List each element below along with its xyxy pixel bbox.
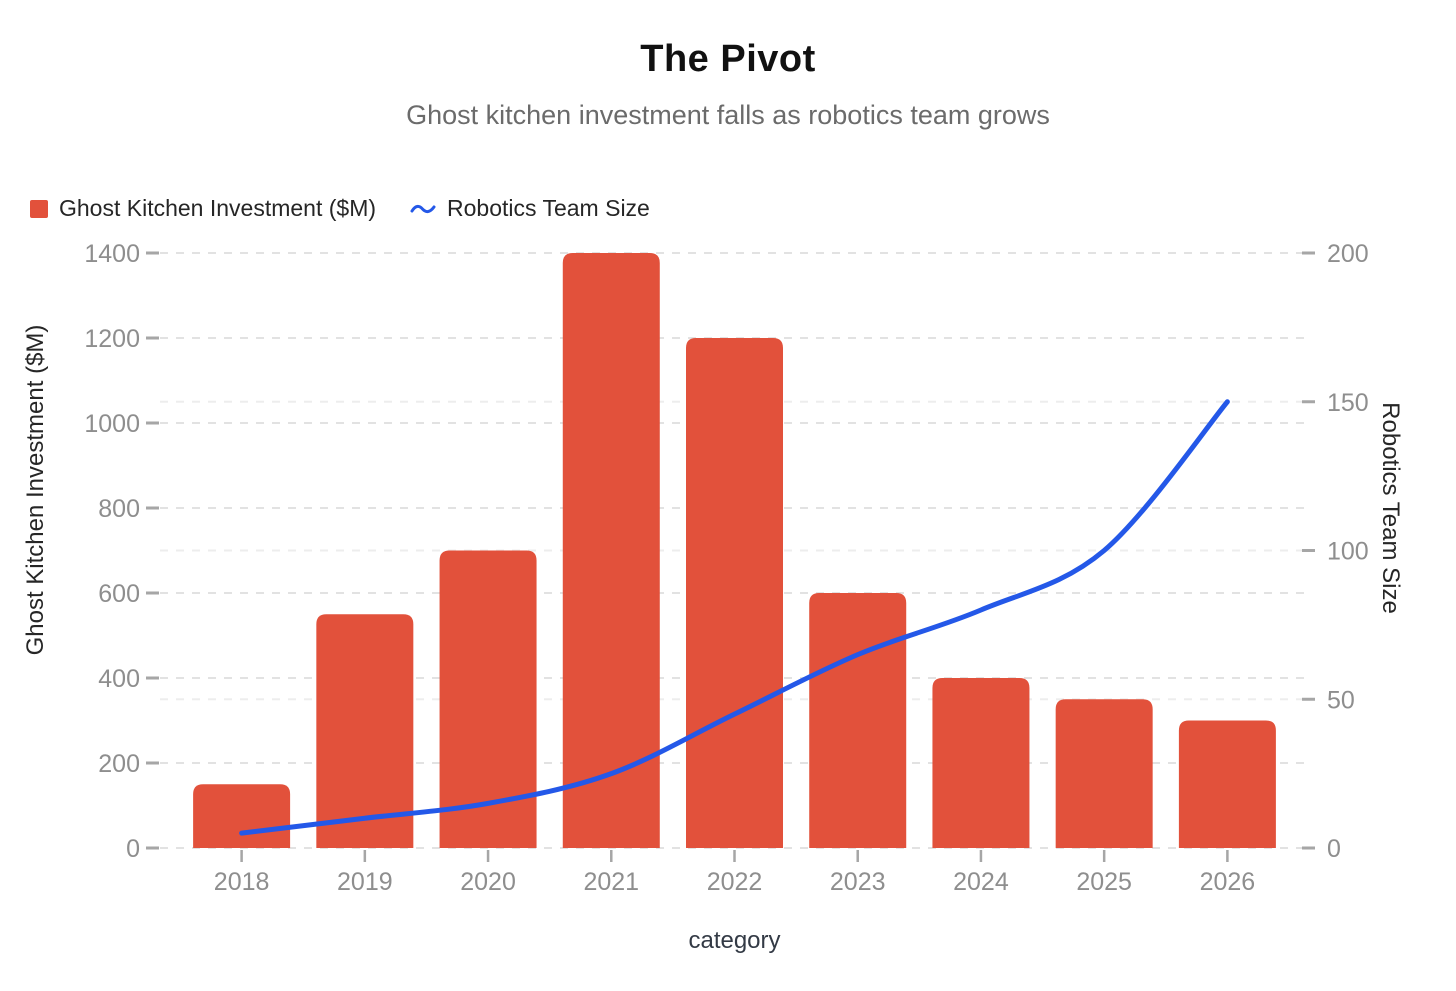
legend-item-line: Robotics Team Size <box>410 195 650 222</box>
right-tick-label-50: 50 <box>1327 686 1355 714</box>
left-tick-label-1400: 1400 <box>84 240 140 268</box>
x-tick-label-2024: 2024 <box>953 868 1009 896</box>
left-tick-label-0: 0 <box>126 835 140 863</box>
chart-title: The Pivot <box>640 38 816 80</box>
legend-label-line: Robotics Team Size <box>447 195 650 221</box>
bar-2019 <box>316 614 414 848</box>
robotics-team-size-line <box>239 399 1230 836</box>
right-tick-label-150: 150 <box>1327 389 1369 417</box>
x-axis-title: category <box>688 927 780 954</box>
bar-swatch-icon <box>30 199 48 218</box>
bar-2025 <box>1055 699 1153 848</box>
right-tick-label-0: 0 <box>1327 835 1341 863</box>
left-tick-label-600: 600 <box>98 580 140 608</box>
x-tick-label-2023: 2023 <box>830 868 886 896</box>
bar-2021 <box>562 253 660 848</box>
bar-2026 <box>1178 720 1276 848</box>
legend-label-bar: Ghost Kitchen Investment ($M) <box>59 195 377 221</box>
legend: Ghost Kitchen Investment ($M) Robotics T… <box>30 195 650 222</box>
x-tick-label-2021: 2021 <box>583 868 639 896</box>
x-tick-label-2018: 2018 <box>214 868 270 896</box>
left-tick-label-200: 200 <box>98 750 140 778</box>
bar-2020 <box>439 550 537 848</box>
x-tick-label-2025: 2025 <box>1076 868 1132 896</box>
x-tick-label-2026: 2026 <box>1200 868 1256 896</box>
bar-2022 <box>686 338 783 848</box>
bar-2024 <box>932 678 1030 848</box>
left-tick-label-800: 800 <box>98 495 140 523</box>
left-tick-label-1200: 1200 <box>84 325 140 353</box>
bar-2023 <box>809 593 907 848</box>
chart-subtitle: Ghost kitchen investment falls as roboti… <box>406 100 1050 130</box>
left-tick-label-1000: 1000 <box>84 410 140 438</box>
x-tick-label-2022: 2022 <box>707 868 763 896</box>
line-squiggle-icon <box>410 204 436 213</box>
left-tick-label-400: 400 <box>98 665 140 693</box>
right-tick-label-100: 100 <box>1327 538 1369 566</box>
x-tick-label-2019: 2019 <box>337 868 393 896</box>
legend-item-bar: Ghost Kitchen Investment ($M) <box>30 195 376 222</box>
x-tick-label-2020: 2020 <box>460 868 516 896</box>
right-tick-label-200: 200 <box>1327 240 1369 268</box>
bar-2018 <box>193 784 291 848</box>
